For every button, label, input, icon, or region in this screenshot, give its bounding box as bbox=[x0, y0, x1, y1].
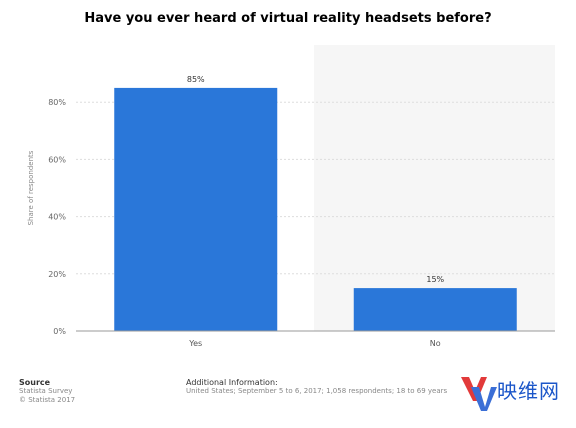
y-tick-label: 0% bbox=[53, 327, 66, 336]
watermark-text: 映维网 bbox=[497, 379, 560, 403]
additional-info-text: United States; September 5 to 6, 2017; 1… bbox=[186, 387, 448, 395]
x-tick-labels: Yes No bbox=[188, 339, 441, 348]
plot-shaded-background bbox=[314, 45, 555, 331]
x-tick-label: No bbox=[430, 339, 441, 348]
y-tick-label: 20% bbox=[48, 270, 66, 279]
y-tick-label: 40% bbox=[48, 213, 66, 222]
source-heading: Source bbox=[19, 378, 51, 387]
chart-title: Have you ever heard of virtual reality h… bbox=[84, 11, 492, 26]
bar-yes bbox=[114, 87, 278, 332]
y-tick-label: 60% bbox=[48, 155, 66, 164]
y-tick-label: 80% bbox=[48, 98, 66, 107]
copyright-line: © Statista 2017 bbox=[19, 396, 76, 404]
bar-no bbox=[353, 288, 517, 331]
value-label: 15% bbox=[426, 275, 444, 284]
additional-info-block: Additional Information: United States; S… bbox=[186, 378, 447, 396]
watermark-logo: 映维网 bbox=[457, 373, 567, 413]
yv-logo-icon bbox=[461, 377, 497, 411]
additional-info-heading: Additional Information: bbox=[186, 378, 278, 387]
bar-chart: 0% 20% 40% 60% 80% Share of respondents Yes N… bbox=[27, 45, 555, 348]
value-label: 85% bbox=[187, 75, 205, 84]
source-block: Source Statista Survey © Statista 2017 bbox=[19, 378, 75, 405]
x-tick-label: Yes bbox=[188, 339, 202, 348]
y-tick-labels: 0% 20% 40% 60% 80% bbox=[48, 98, 66, 336]
bars bbox=[114, 87, 517, 332]
value-labels: 85% 15% bbox=[187, 75, 445, 284]
source-line: Statista Survey bbox=[19, 387, 73, 395]
y-axis-label: Share of respondents bbox=[27, 150, 35, 225]
